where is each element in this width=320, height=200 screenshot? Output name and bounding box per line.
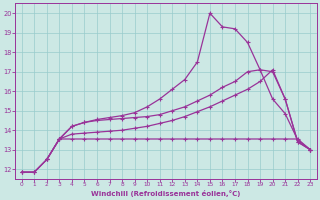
X-axis label: Windchill (Refroidissement éolien,°C): Windchill (Refroidissement éolien,°C) [91,190,241,197]
